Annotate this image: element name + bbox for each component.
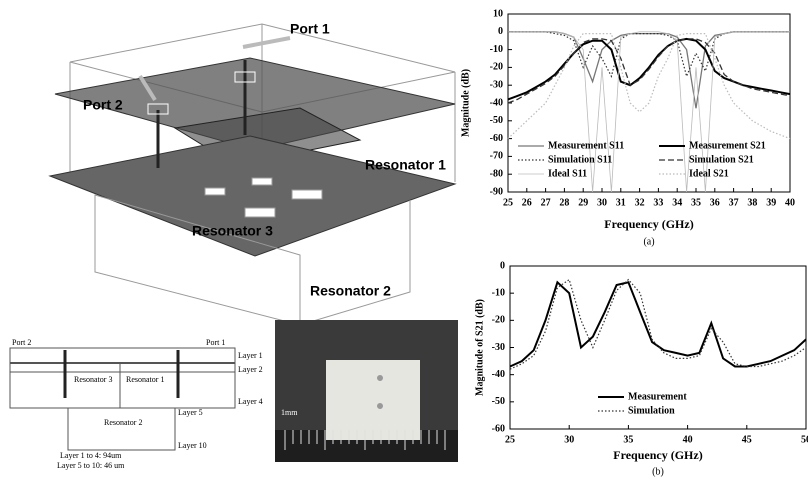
x-tick-label: 37 bbox=[729, 197, 739, 208]
x-tick-label: 50 bbox=[801, 434, 808, 445]
y-tick-label: -50 bbox=[492, 396, 505, 407]
y-tick-label: 0 bbox=[500, 260, 505, 271]
legend-label: Measurement S11 bbox=[548, 140, 624, 151]
y-tick-label: 10 bbox=[493, 8, 503, 19]
y-tick-label: -90 bbox=[490, 186, 503, 197]
x-tick-label: 26 bbox=[522, 197, 532, 208]
x-tick-label: 28 bbox=[559, 197, 569, 208]
cs-label: Layer 10 bbox=[178, 441, 207, 450]
resonator-label: Resonator 3 bbox=[192, 223, 273, 239]
port-label: Port 1 bbox=[290, 21, 330, 37]
y-tick-label: -50 bbox=[490, 115, 503, 126]
slot bbox=[205, 188, 225, 195]
cs-label: Layer 1 bbox=[238, 351, 263, 360]
chip-pad bbox=[377, 375, 383, 381]
figure: Port 1 Port 2 Resonator 1 Resonator 3 Re… bbox=[0, 0, 808, 479]
cs-label: Resonator 1 bbox=[126, 375, 164, 384]
y-axis-label: Magnitude of S21 (dB) bbox=[474, 299, 485, 396]
x-tick-label: 40 bbox=[683, 434, 693, 445]
y-tick-label: -40 bbox=[492, 369, 505, 380]
legend-label: Ideal S21 bbox=[689, 168, 729, 179]
cs-note: Layer 1 to 4: 94um bbox=[60, 451, 122, 460]
y-tick-label: -30 bbox=[490, 79, 503, 90]
y-tick-label: -20 bbox=[492, 315, 505, 326]
x-tick-label: 34 bbox=[672, 197, 682, 208]
y-tick-label: -40 bbox=[490, 97, 503, 108]
chip-pad bbox=[377, 403, 383, 409]
cs-label: Resonator 3 bbox=[74, 375, 112, 384]
legend-label: Simulation bbox=[628, 405, 675, 416]
x-tick-label: 39 bbox=[766, 197, 776, 208]
legend-label: Measurement bbox=[628, 391, 687, 402]
port-line bbox=[243, 38, 290, 47]
cs-label: Port 2 bbox=[12, 338, 31, 347]
photo bbox=[275, 320, 458, 462]
slot bbox=[245, 208, 275, 217]
x-tick-label: 35 bbox=[691, 197, 701, 208]
resonator-label: Resonator 2 bbox=[310, 283, 391, 299]
cs-label: Layer 5 bbox=[178, 408, 203, 417]
x-tick-label: 25 bbox=[503, 197, 513, 208]
y-tick-label: -10 bbox=[490, 44, 503, 55]
y-tick-label: 0 bbox=[498, 26, 503, 37]
y-tick-label: -10 bbox=[492, 287, 505, 298]
legend-label: Simulation S11 bbox=[548, 154, 612, 165]
layer-stack bbox=[10, 348, 235, 408]
resonator-label: Resonator 1 bbox=[365, 157, 446, 173]
cs-label: Port 1 bbox=[206, 338, 225, 347]
caption: (a) bbox=[643, 236, 654, 247]
cs-label: Resonator 2 bbox=[104, 418, 142, 427]
x-tick-label: 31 bbox=[616, 197, 626, 208]
x-tick-label: 40 bbox=[785, 197, 795, 208]
resonator-2-box bbox=[68, 408, 175, 450]
x-tick-label: 45 bbox=[742, 434, 752, 445]
x-tick-label: 35 bbox=[623, 434, 633, 445]
x-tick-label: 38 bbox=[747, 197, 757, 208]
y-tick-label: -20 bbox=[490, 62, 503, 73]
slot bbox=[252, 178, 272, 185]
cross-section bbox=[10, 348, 235, 450]
x-tick-label: 29 bbox=[578, 197, 588, 208]
y-tick-label: -60 bbox=[490, 133, 503, 144]
x-tick-label: 30 bbox=[564, 434, 574, 445]
cs-note: Layer 5 to 10: 46 um bbox=[57, 461, 125, 470]
series-line bbox=[510, 282, 806, 366]
legend-label: Measurement S21 bbox=[689, 140, 766, 151]
slot bbox=[292, 190, 322, 199]
legend-label: Simulation S21 bbox=[689, 154, 754, 165]
structure-3d bbox=[50, 24, 455, 325]
scale-label: 1mm bbox=[281, 408, 298, 417]
y-tick-label: -60 bbox=[492, 423, 505, 434]
legend-label: Ideal S11 bbox=[548, 168, 587, 179]
caption: (b) bbox=[652, 466, 664, 477]
x-tick-label: 36 bbox=[710, 197, 720, 208]
x-axis-label: Frequency (GHz) bbox=[613, 448, 702, 462]
y-axis-label: Magnitude (dB) bbox=[460, 69, 471, 137]
cs-label: Layer 2 bbox=[238, 365, 263, 374]
y-tick-label: -30 bbox=[492, 342, 505, 353]
x-tick-label: 33 bbox=[653, 197, 663, 208]
chip bbox=[326, 360, 420, 440]
y-tick-label: -70 bbox=[490, 151, 503, 162]
port-label: Port 2 bbox=[83, 97, 123, 113]
x-tick-label: 32 bbox=[635, 197, 645, 208]
x-tick-label: 25 bbox=[505, 434, 515, 445]
y-tick-label: -80 bbox=[490, 168, 503, 179]
cs-label: Layer 4 bbox=[238, 397, 263, 406]
series-line bbox=[508, 39, 790, 103]
x-tick-label: 30 bbox=[597, 197, 607, 208]
x-tick-label: 27 bbox=[541, 197, 551, 208]
x-axis-label: Frequency (GHz) bbox=[604, 217, 693, 231]
